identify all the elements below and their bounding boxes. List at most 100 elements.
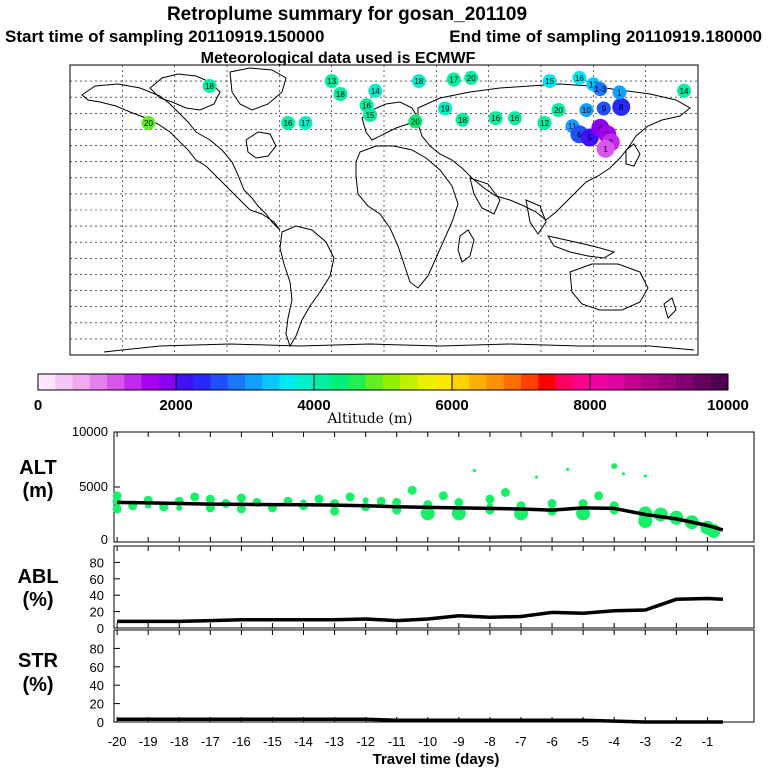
colorbar-swatch xyxy=(124,374,142,390)
plume-marker-label: 15 xyxy=(545,77,554,86)
colorbar-tick-labels: 0 2000 4000 6000 8000 10000 xyxy=(34,374,749,414)
colorbar-swatch xyxy=(158,374,177,390)
plume-marker-label: 13 xyxy=(327,77,336,86)
colorbar-swatch xyxy=(521,374,539,390)
alt-mean-line xyxy=(117,500,724,532)
plume-marker-label: 9 xyxy=(602,105,607,114)
plume-marker xyxy=(551,103,566,118)
x-tick-label: -5 xyxy=(577,734,589,749)
plume-marker xyxy=(281,116,296,130)
x-tick-label: -19 xyxy=(139,734,158,749)
alt-centroid-point xyxy=(236,504,246,514)
plume-marker xyxy=(596,101,611,116)
abl-y-tick-label: 60 xyxy=(90,572,104,587)
alt-centroid-point xyxy=(236,493,246,503)
alt-centroid-point xyxy=(594,491,604,501)
alt-centroid-point xyxy=(472,468,476,473)
alt-centroid-point xyxy=(376,496,386,506)
colorbar-swatch xyxy=(227,374,246,390)
altitude-colorbar: 0 2000 4000 6000 8000 10000 Altitude (m) xyxy=(34,373,749,427)
colorbar-tick-label: 4000 xyxy=(297,397,330,414)
colorbar-swatch xyxy=(38,374,56,390)
colorbar-swatch xyxy=(72,374,91,390)
alt-centroid-point xyxy=(190,492,200,502)
alt-panel: ALT (m) 10000 5000 0 xyxy=(19,424,755,547)
alt-tick-0: 0 xyxy=(101,532,108,547)
start-time-label: Start time of sampling 20110919.150000 xyxy=(5,27,324,46)
alt-centroid-point xyxy=(205,494,215,504)
plume-marker-label: 5 xyxy=(588,134,593,143)
x-tick-label: -14 xyxy=(294,734,313,749)
colorbar-swatch xyxy=(486,374,505,390)
plume-marker-label: 11 xyxy=(568,122,577,131)
colorbar-swatch xyxy=(503,374,522,390)
str-y-tick-label: 40 xyxy=(90,678,104,693)
colorbar-swatch xyxy=(641,374,660,390)
colorbar-swatch xyxy=(710,374,729,390)
plume-marker xyxy=(438,101,453,116)
x-tick-label: -17 xyxy=(201,734,220,749)
colorbar-tick-label: 10000 xyxy=(707,397,749,414)
plume-marker xyxy=(593,82,608,97)
abl-line xyxy=(117,596,723,624)
plume-marker xyxy=(612,85,627,100)
colorbar-tick-label: 6000 xyxy=(435,397,468,414)
plume-marker-label: 10 xyxy=(582,106,591,115)
plume-marker xyxy=(202,78,217,93)
colorbar-swatch xyxy=(590,374,608,390)
colorbar-swatch xyxy=(607,374,625,390)
alt-centroid-point xyxy=(314,494,324,504)
alt-centroid-point xyxy=(345,492,355,502)
plume-marker-label: 8 xyxy=(619,103,624,112)
colorbar-swatch xyxy=(279,374,298,390)
str-panel: STR (%) 0 20 40 60 80 xyxy=(18,629,755,730)
plume-marker-label: 17 xyxy=(301,119,310,128)
plume-marker xyxy=(507,111,522,126)
map-coastlines xyxy=(81,67,695,353)
plume-marker-label: 16 xyxy=(491,114,500,123)
str-axis-ticks xyxy=(114,630,708,723)
x-tick-label: -13 xyxy=(325,734,344,749)
colorbar-swatch xyxy=(89,374,108,390)
plume-marker-label: 1-3 xyxy=(595,85,607,94)
met-data-label: Meteorological data used is ECMWF xyxy=(201,50,476,67)
plume-marker xyxy=(572,70,587,85)
plume-marker-label: 20 xyxy=(411,117,420,126)
figure-title: Retroplume summary for gosan_201109 xyxy=(167,4,527,25)
plume-marker-label: 15 xyxy=(366,111,375,120)
plume-marker xyxy=(141,116,156,130)
colorbar-swatch xyxy=(659,374,677,390)
abl-y-tick-label: 80 xyxy=(90,555,104,570)
str-y-tick-label: 60 xyxy=(90,660,104,675)
alt-centroid-point xyxy=(407,485,417,495)
plume-marker xyxy=(464,70,479,85)
x-tick-label: -20 xyxy=(108,734,127,749)
plume-marker xyxy=(542,74,557,89)
x-tick-label: -12 xyxy=(356,734,375,749)
plume-marker xyxy=(298,116,313,130)
plume-marker-label: 17 xyxy=(449,76,458,85)
x-axis-label: Travel time (days) xyxy=(373,751,500,768)
str-y-tick-label: 80 xyxy=(90,641,104,656)
plume-marker-label: 14 xyxy=(371,87,380,96)
plume-marker-label: 1 xyxy=(617,88,622,97)
plume-marker xyxy=(363,107,378,122)
plume-marker-label: 1 xyxy=(603,145,608,154)
x-tick-label: -10 xyxy=(418,734,437,749)
plume-marker xyxy=(455,112,470,127)
str-panel-label: STR xyxy=(18,650,59,672)
colorbar-swatch xyxy=(572,374,591,390)
alt-panel-label: ALT xyxy=(19,457,56,479)
plume-marker-label: 18 xyxy=(336,90,345,99)
alt-centroid-point xyxy=(330,506,340,516)
colorbar-swatch xyxy=(262,374,280,390)
colorbar-tick-label: 0 xyxy=(34,397,42,414)
alt-scatter-point xyxy=(176,504,183,511)
plume-marker xyxy=(324,74,339,89)
alt-scatter-point xyxy=(611,463,618,470)
colorbar-swatch xyxy=(55,374,73,390)
colorbar-swatch xyxy=(314,374,332,390)
colorbar-swatch xyxy=(676,374,694,390)
